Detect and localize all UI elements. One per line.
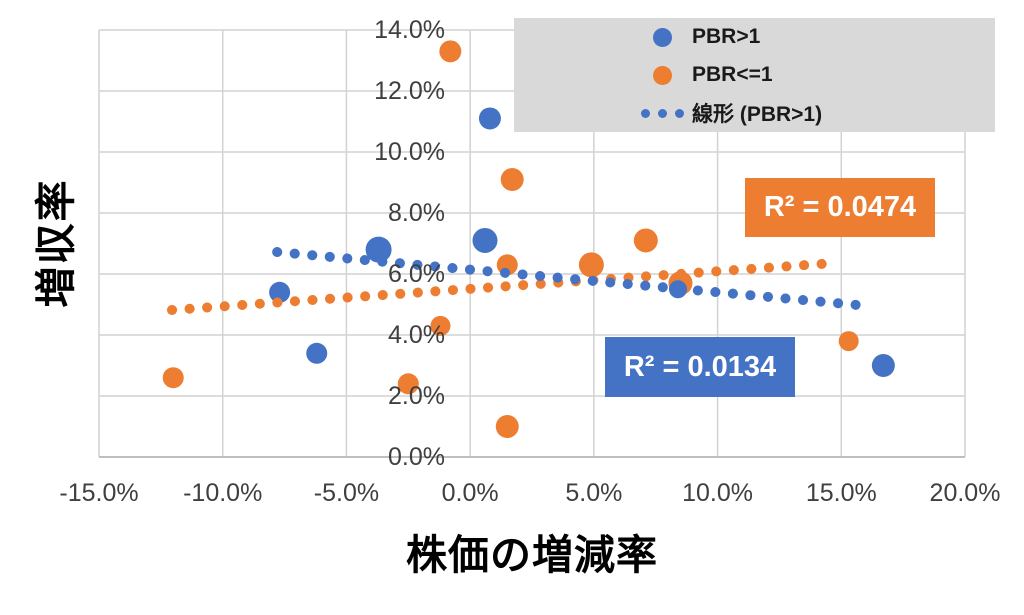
x-tick-label: -15.0% bbox=[59, 479, 139, 507]
data-point-pbr-le1 bbox=[162, 367, 184, 389]
blue-dot-icon bbox=[652, 27, 672, 47]
y-tick-label: 10.0% bbox=[374, 138, 445, 166]
trendline-pbr-le1 bbox=[166, 258, 836, 315]
data-point-pbr-gt1 bbox=[269, 281, 291, 303]
x-tick-label: -10.0% bbox=[183, 479, 263, 507]
x-tick-label: 20.0% bbox=[929, 479, 1001, 507]
legend-item-trendline: 線形 (PBR>1) bbox=[514, 94, 995, 132]
data-point-pbr-gt1 bbox=[478, 107, 501, 130]
y-tick-label: 12.0% bbox=[374, 77, 445, 105]
y-tick-label: 4.0% bbox=[388, 321, 445, 349]
data-point-pbr-le1 bbox=[500, 167, 524, 191]
legend-label: PBR<=1 bbox=[692, 63, 773, 86]
y-axis-title: 増収率 bbox=[33, 178, 79, 308]
y-tick-label: 2.0% bbox=[388, 382, 445, 410]
legend-label: PBR>1 bbox=[692, 25, 761, 48]
x-tick-label: 5.0% bbox=[565, 479, 623, 507]
y-tick-label: 8.0% bbox=[388, 199, 445, 227]
data-point-pbr-le1 bbox=[633, 228, 658, 253]
orange-dot-icon bbox=[652, 65, 672, 85]
data-point-pbr-gt1 bbox=[306, 342, 328, 364]
x-tick-label: 10.0% bbox=[682, 479, 753, 507]
legend-item-pbr-le1: PBR<=1 bbox=[514, 56, 995, 94]
y-tick-label: 14.0% bbox=[374, 16, 445, 44]
data-point-pbr-le1 bbox=[397, 373, 419, 395]
trendline-pbr-gt1 bbox=[272, 247, 874, 312]
data-point-pbr-le1 bbox=[439, 40, 462, 63]
legend-marker-area bbox=[632, 27, 692, 47]
data-point-pbr-gt1 bbox=[365, 236, 392, 263]
y-tick-label: 0.0% bbox=[388, 443, 445, 471]
legend: PBR>1 PBR<=1 線形 (PBR>1) bbox=[514, 18, 995, 132]
data-point-pbr-le1 bbox=[430, 315, 451, 336]
x-axis-title: 株価の増減率 bbox=[406, 532, 658, 578]
x-tick-label: 15.0% bbox=[805, 479, 877, 507]
legend-marker-area bbox=[632, 65, 692, 85]
legend-item-pbr-gt1: PBR>1 bbox=[514, 18, 995, 56]
data-point-pbr-gt1 bbox=[472, 227, 498, 253]
r2-annotation-pbr-le1: R² = 0.0474 bbox=[745, 178, 935, 237]
x-tick-label: 0.0% bbox=[441, 479, 499, 507]
dotted-line-icon bbox=[674, 108, 684, 118]
legend-marker-area bbox=[632, 108, 692, 118]
r2-annotation-pbr-gt1: R² = 0.0134 bbox=[605, 337, 795, 397]
dotted-line-icon bbox=[657, 108, 667, 118]
y-tick-label: 6.0% bbox=[388, 260, 445, 288]
data-point-pbr-le1 bbox=[578, 252, 604, 278]
dotted-line-icon bbox=[640, 108, 650, 118]
legend-label: 線形 (PBR>1) bbox=[692, 103, 823, 126]
data-point-pbr-le1 bbox=[838, 331, 859, 352]
x-tick-label: -5.0% bbox=[313, 479, 380, 507]
data-point-pbr-gt1 bbox=[871, 354, 895, 377]
data-point-pbr-le1 bbox=[495, 415, 519, 438]
